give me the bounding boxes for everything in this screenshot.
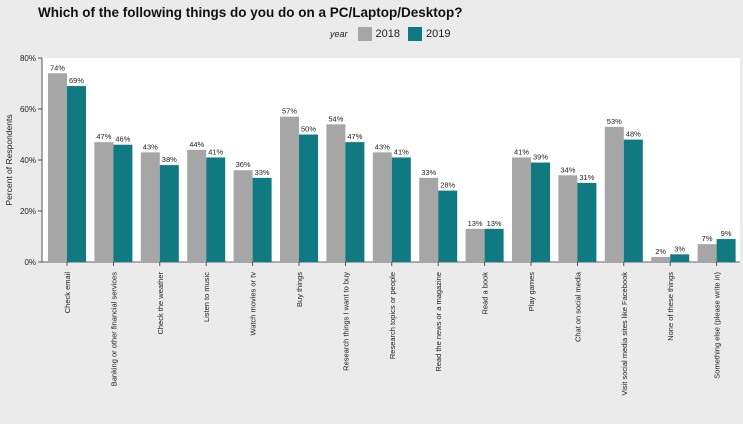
bar-2019-6 [345, 142, 365, 262]
x-tick-label: Visit social media sites like Facebook [620, 272, 629, 396]
x-tick-label: Check email [63, 272, 72, 314]
y-tick-label: 80% [20, 54, 36, 63]
data-label-2019-4: 33% [255, 168, 270, 177]
data-label-2018-0: 74% [50, 63, 65, 72]
bar-2019-3 [206, 157, 226, 262]
data-label-2018-1: 47% [96, 132, 111, 141]
bar-2018-9 [465, 228, 485, 262]
legend-entry-2018: 2018 [357, 27, 400, 41]
data-label-2018-2: 43% [143, 142, 158, 151]
bar-2018-6 [326, 124, 346, 262]
x-tick-label: Read the news or a magazine [434, 272, 443, 372]
data-label-2018-12: 53% [607, 117, 622, 126]
bar-2018-8 [419, 177, 439, 262]
x-tick-label: Banking or other financial services [109, 272, 118, 386]
bar-2018-14 [697, 244, 717, 262]
bar-2018-3 [187, 149, 207, 262]
data-label-2019-13: 3% [674, 244, 685, 253]
data-label-2019-9: 13% [487, 219, 502, 228]
legend-title: year [330, 29, 348, 39]
bar-2019-9 [484, 228, 504, 262]
bar-2019-4 [252, 177, 272, 262]
bar-2019-10 [531, 162, 550, 262]
bar-2018-5 [280, 116, 299, 263]
legend-swatch-2019 [408, 27, 422, 41]
x-tick-label: Research things I want to buy [341, 272, 350, 371]
y-tick-label: 0% [24, 258, 36, 267]
data-label-2019-1: 46% [115, 135, 130, 144]
y-tick-label: 20% [20, 207, 36, 216]
y-tick-label: 60% [20, 105, 36, 114]
x-tick-label: Research topics or people [388, 272, 397, 359]
data-label-2018-9: 13% [468, 219, 483, 228]
x-tick-label: Play games [527, 272, 536, 311]
bar-2018-12 [604, 126, 624, 262]
x-tick-label: Check the weather [156, 272, 165, 335]
legend-swatch-2018 [357, 27, 372, 41]
x-tick-label: None of these things [666, 272, 675, 341]
data-label-2019-11: 31% [579, 173, 594, 182]
bar-2018-7 [372, 152, 392, 262]
bar-2019-14 [716, 239, 736, 262]
legend: year 2018 2019 [330, 27, 458, 41]
x-tick-label: Listen to music [202, 272, 211, 322]
data-label-2018-5: 57% [282, 107, 297, 116]
data-label-2018-8: 33% [421, 168, 436, 177]
bar-2018-0 [48, 73, 67, 262]
data-label-2018-10: 41% [514, 147, 529, 156]
x-tick-label: Read a book [481, 272, 490, 315]
data-label-2018-4: 36% [236, 160, 251, 169]
y-axis-label: Percent of Respondents [4, 114, 14, 205]
data-label-2018-14: 7% [702, 234, 713, 243]
x-tick-label: Chat on social media [573, 271, 582, 342]
data-label-2018-11: 34% [560, 165, 575, 174]
data-label-2019-12: 48% [626, 130, 641, 139]
x-tick-label: Buy things [295, 272, 304, 307]
legend-entry-2019: 2019 [408, 27, 450, 41]
bar-2018-2 [140, 152, 160, 262]
legend-label-2018: 2018 [375, 28, 400, 40]
data-label-2019-8: 28% [440, 181, 455, 190]
x-tick-label: Something else (please write in) [713, 271, 722, 378]
bar-2019-13 [670, 254, 690, 262]
bar-2019-12 [623, 139, 643, 262]
data-label-2019-14: 9% [721, 229, 732, 238]
data-label-2019-5: 50% [301, 125, 316, 134]
data-label-2019-3: 41% [208, 147, 223, 156]
chart-title: Which of the following things do you do … [38, 5, 463, 20]
data-label-2018-6: 54% [328, 114, 343, 123]
bar-2019-7 [391, 157, 411, 262]
bar-2018-4 [233, 170, 253, 262]
data-label-2019-10: 39% [533, 153, 548, 162]
bar-2018-11 [558, 175, 578, 262]
bar-2018-10 [512, 157, 531, 262]
y-tick-label: 40% [20, 156, 36, 165]
bar-2019-11 [577, 182, 597, 262]
bar-2019-0 [67, 86, 86, 262]
bar-2019-2 [159, 165, 179, 262]
data-label-2019-0: 69% [69, 76, 84, 85]
bar-2018-13 [651, 256, 671, 262]
bar-2019-1 [113, 144, 133, 262]
data-label-2018-3: 44% [189, 140, 204, 149]
bar-2019-5 [299, 134, 318, 262]
data-label-2019-7: 41% [394, 147, 409, 156]
data-label-2018-13: 2% [655, 247, 666, 256]
bar-2019-8 [438, 190, 458, 262]
data-label-2019-2: 38% [162, 155, 177, 164]
legend-label-2019: 2019 [426, 28, 451, 40]
x-tick-label: Watch movies or tv [249, 272, 258, 336]
data-label-2019-6: 47% [347, 132, 362, 141]
bar-2018-1 [94, 142, 114, 262]
data-label-2018-7: 43% [375, 142, 390, 151]
